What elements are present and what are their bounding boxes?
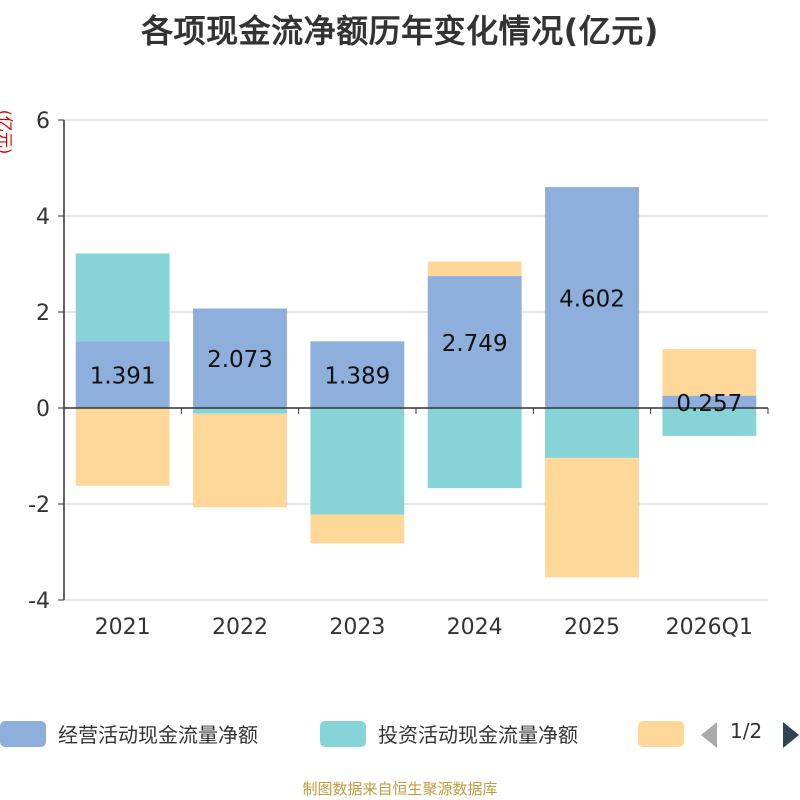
bar-operating-2025 — [545, 187, 639, 408]
data-label-operating: 2.073 — [207, 347, 273, 373]
legend-prev-page-icon[interactable] — [701, 722, 717, 748]
data-label-operating: 4.602 — [559, 287, 625, 313]
data-label-operating: 2.749 — [442, 331, 508, 357]
y-tick-label: 6 — [36, 109, 50, 134]
bar-financing-2026Q1 — [662, 349, 757, 396]
x-category-label: 2024 — [447, 615, 503, 640]
bar-financing-2023 — [310, 514, 405, 544]
bar-financing-2025 — [545, 457, 639, 578]
legend-swatch-financing — [638, 721, 684, 747]
bar-operating-2026Q1 — [662, 395, 757, 408]
x-category-label: 2026Q1 — [666, 615, 753, 640]
chart-title: 各项现金流净额历年变化情况(亿元) — [141, 12, 659, 50]
legend-swatch-investing — [320, 721, 366, 747]
x-category-label: 2022 — [212, 615, 268, 640]
data-source-footer: 制图数据来自恒生聚源数据库 — [302, 780, 498, 798]
data-label-operating: 0.257 — [676, 391, 742, 417]
y-tick-label: 2 — [36, 301, 50, 326]
bar-financing-2022 — [193, 413, 287, 508]
bar-operating-2024 — [427, 276, 522, 408]
bar-operating-2021 — [75, 341, 170, 408]
bar-investing-2023 — [310, 408, 405, 515]
x-category-label: 2023 — [329, 615, 385, 640]
bar-investing-2021 — [75, 253, 170, 342]
data-label-operating: 1.389 — [324, 364, 390, 390]
y-tick-label: -2 — [28, 493, 50, 518]
legend-label-investing: 投资活动现金流量净额 — [378, 723, 578, 747]
x-category-label: 2025 — [564, 615, 620, 640]
bar-financing-2021 — [75, 408, 170, 486]
legend-swatch-operating — [0, 721, 46, 747]
x-category-label: 2021 — [95, 615, 151, 640]
bar-investing-2025 — [545, 408, 639, 458]
legend-label-operating: 经营活动现金流量净额 — [58, 723, 258, 747]
data-label-operating: 1.391 — [90, 364, 156, 390]
bar-investing-2026Q1 — [662, 408, 757, 436]
bar-investing-2022 — [193, 408, 287, 414]
bar-operating-2022 — [193, 308, 287, 408]
bar-operating-2023 — [310, 341, 405, 408]
legend-page-indicator: 1/2 — [730, 719, 763, 743]
y-tick-label: 4 — [36, 205, 50, 230]
y-tick-label: 0 — [36, 397, 50, 422]
bar-investing-2024 — [427, 408, 522, 489]
legend: 经营活动现金流量净额 投资活动现金流量净额 — [0, 716, 800, 752]
legend-next-page-icon[interactable] — [783, 722, 799, 748]
bar-financing-2024 — [427, 261, 522, 277]
y-tick-label: -4 — [28, 589, 50, 614]
